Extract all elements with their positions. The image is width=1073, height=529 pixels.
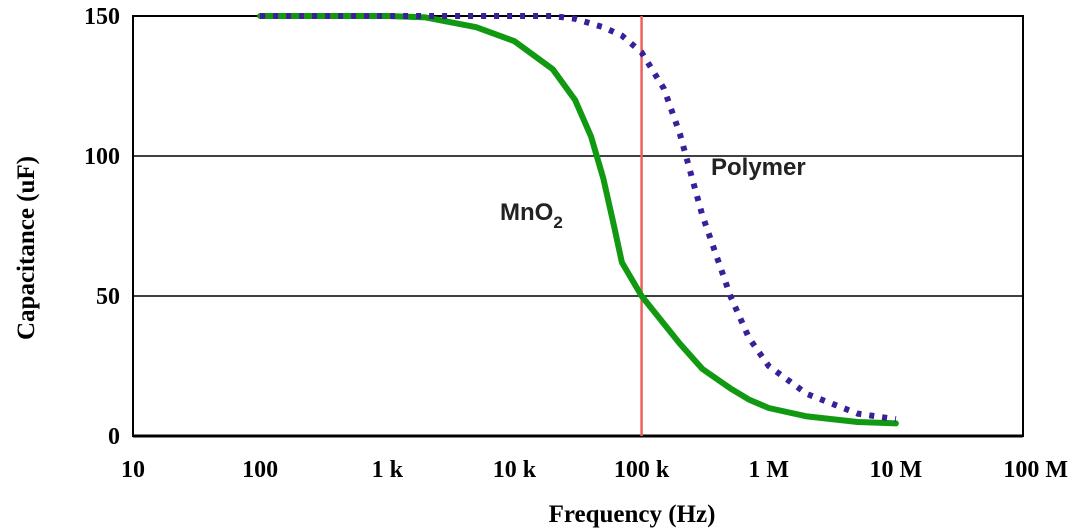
y-tick-label: 0: [108, 424, 120, 450]
x-tick-label: 100 M: [1003, 457, 1068, 483]
series-label-layer: MnO2 Polymer: [500, 154, 806, 232]
x-tick-label: 10 k: [493, 457, 537, 483]
series-label-polymer: Polymer: [711, 154, 806, 181]
y-tick-label: 100: [84, 144, 120, 170]
x-tick-label: 10 M: [870, 457, 923, 483]
x-tick-label: 1 k: [372, 457, 404, 483]
series-label-mno2: MnO2: [500, 199, 563, 232]
y-tick-label: 150: [84, 4, 120, 30]
x-tick-label: 100 k: [614, 457, 670, 483]
x-tick-label: 10: [121, 457, 145, 483]
tick-label-layer: 10 100 1 k 10 k 100 k 1 M 10 M 100 M 0 50 100 150: [84, 4, 1068, 483]
y-axis-title: Capacitance (uF): [13, 156, 40, 340]
series-layer: [257, 13, 899, 427]
grid-layer: [133, 155, 1023, 438]
series-line-mno2: [257, 13, 899, 427]
x-axis-title: Frequency (Hz): [549, 501, 716, 528]
plot-area-frame: [132, 15, 1024, 437]
x-tick-label: 1 M: [748, 457, 789, 483]
y-tick-label: 50: [96, 284, 120, 310]
x-tick-label: 100: [242, 457, 278, 483]
series-line-polymer: [260, 13, 897, 423]
